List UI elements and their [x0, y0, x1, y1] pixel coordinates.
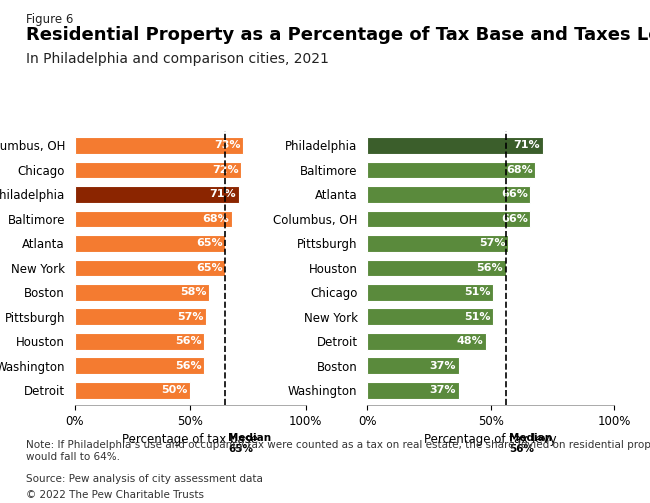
Text: In Philadelphia and comparison cities, 2021: In Philadelphia and comparison cities, 2…	[26, 52, 329, 66]
Bar	[367, 358, 459, 374]
Text: 73%: 73%	[214, 140, 241, 150]
Text: 51%: 51%	[464, 287, 491, 297]
Bar	[367, 137, 543, 154]
Bar	[367, 260, 506, 276]
Text: Source: Pew analysis of city assessment data: Source: Pew analysis of city assessment …	[26, 474, 263, 484]
Bar	[75, 235, 225, 252]
X-axis label: Percentage of tax base: Percentage of tax base	[122, 433, 258, 446]
Bar	[75, 211, 231, 227]
Bar	[75, 382, 190, 398]
Text: 68%: 68%	[203, 214, 229, 224]
Bar	[367, 382, 459, 398]
Bar	[75, 137, 243, 154]
Text: 66%: 66%	[501, 190, 528, 199]
Text: 57%: 57%	[479, 238, 506, 248]
Bar	[367, 186, 530, 203]
Text: 51%: 51%	[464, 312, 491, 322]
Bar	[75, 161, 241, 178]
Text: 50%: 50%	[161, 385, 188, 395]
Bar	[75, 186, 239, 203]
Bar	[367, 333, 486, 350]
Text: 56%: 56%	[175, 361, 202, 371]
Text: 72%: 72%	[212, 165, 239, 175]
Text: 48%: 48%	[456, 337, 484, 346]
Text: Median
65%: Median 65%	[228, 433, 271, 454]
Text: 71%: 71%	[514, 140, 540, 150]
Bar	[367, 211, 530, 227]
Bar	[367, 235, 508, 252]
Text: 56%: 56%	[476, 263, 503, 273]
Text: Figure 6: Figure 6	[26, 13, 73, 26]
Text: 66%: 66%	[501, 214, 528, 224]
Text: 71%: 71%	[210, 190, 237, 199]
Bar	[367, 284, 493, 301]
Text: © 2022 The Pew Charitable Trusts: © 2022 The Pew Charitable Trusts	[26, 490, 204, 500]
Bar	[75, 358, 204, 374]
Text: Residential Property as a Percentage of Tax Base and Taxes Levied: Residential Property as a Percentage of …	[26, 26, 650, 44]
Bar	[75, 260, 225, 276]
Text: Note: If Philadelphia’s use and occupancy tax were counted as a tax on real esta: Note: If Philadelphia’s use and occupanc…	[26, 440, 650, 462]
X-axis label: Percentage of tax levy: Percentage of tax levy	[424, 433, 557, 446]
Bar	[367, 308, 493, 325]
Text: 65%: 65%	[196, 238, 222, 248]
Text: 37%: 37%	[430, 385, 456, 395]
Text: 56%: 56%	[175, 337, 202, 346]
Bar	[75, 308, 206, 325]
Text: Median
56%: Median 56%	[509, 433, 552, 454]
Text: 58%: 58%	[180, 287, 206, 297]
Text: 57%: 57%	[177, 312, 204, 322]
Bar	[75, 284, 209, 301]
Bar	[75, 333, 204, 350]
Text: 65%: 65%	[196, 263, 222, 273]
Text: 68%: 68%	[506, 165, 533, 175]
Text: 37%: 37%	[430, 361, 456, 371]
Bar	[367, 161, 535, 178]
